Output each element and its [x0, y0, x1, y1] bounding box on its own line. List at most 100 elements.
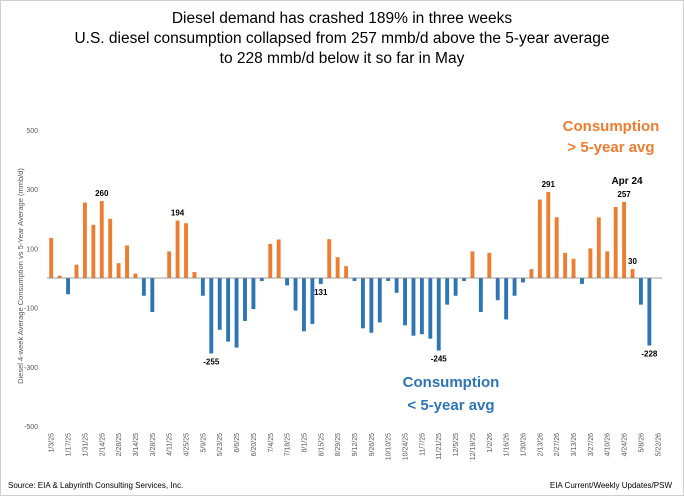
x-tick-label: 4/24/26 [622, 433, 629, 456]
bar [369, 278, 374, 333]
data-label: 30 [628, 257, 637, 266]
bar [327, 239, 332, 278]
bar [386, 278, 391, 281]
bar [403, 278, 407, 326]
bar [478, 278, 483, 313]
x-tick-label: 5/9/25 [200, 433, 207, 453]
bar [302, 278, 306, 332]
chart-title-line-2: U.S. diesel consumption collapsed from 2… [74, 30, 609, 47]
bar [243, 278, 247, 321]
bar [529, 269, 534, 278]
bar [453, 278, 458, 296]
bar [66, 278, 70, 295]
bar [571, 258, 576, 278]
bar [377, 278, 382, 323]
bar [251, 278, 256, 310]
x-tick-label: 5/22/26 [655, 433, 662, 456]
y-tick-label: 100 [26, 246, 38, 253]
x-tick-label: 4/11/25 [167, 433, 174, 456]
bar [175, 220, 180, 278]
x-tick-label: 1/17/25 [66, 433, 73, 456]
x-tick-label: 1/16/26 [504, 433, 511, 456]
data-labels: 260 194 -255 131 -245 291 257 30 -228 [95, 180, 658, 367]
bar [563, 252, 568, 278]
data-label: 131 [314, 288, 328, 297]
y-tick-label: -100 [24, 306, 38, 313]
bar [436, 278, 441, 351]
bar [639, 278, 643, 305]
bar [470, 251, 475, 278]
bar [184, 223, 188, 278]
bar [57, 275, 62, 278]
bar [99, 201, 104, 278]
x-tick-label: 7/4/25 [268, 433, 275, 453]
x-tick-label: 5/8/26 [638, 433, 645, 453]
x-tick-label: 8/1/25 [301, 433, 308, 453]
bars [49, 191, 652, 354]
data-label: 257 [617, 190, 631, 199]
bar [622, 201, 627, 278]
x-tick-label: 2/13/26 [537, 433, 544, 456]
y-tick-label: 500 [26, 128, 38, 135]
x-tick-label: 2/14/25 [99, 433, 106, 456]
bar [318, 278, 323, 284]
bar [613, 206, 618, 278]
bar [285, 278, 290, 286]
x-tick-label: 1/31/25 [82, 433, 89, 456]
x-tick-label: 3/13/26 [571, 433, 578, 456]
bar [335, 257, 340, 278]
x-tick-label: 11/21/25 [436, 433, 443, 460]
bar [108, 218, 113, 278]
bar [276, 239, 281, 278]
x-tick-label: 4/10/26 [605, 433, 612, 456]
data-label: 291 [542, 180, 556, 189]
bar [554, 217, 559, 278]
annotation-above-line-2: > 5-year avg [567, 139, 654, 156]
bar [200, 278, 205, 296]
footer-credit: EIA Current/Weekly Updates/PSW [550, 481, 673, 490]
y-tick-label: 300 [26, 187, 38, 194]
bar [352, 278, 357, 281]
bar [82, 202, 87, 278]
x-tick-label: 3/28/25 [150, 433, 157, 456]
footer-source: Source: EIA & Labyrinth Consulting Servi… [8, 481, 183, 490]
bar [344, 266, 349, 278]
x-tick-label: 10/24/25 [403, 433, 410, 460]
bar [360, 278, 365, 329]
data-label: -228 [641, 349, 658, 358]
x-tick-label: 10/10/25 [386, 433, 393, 460]
bar [192, 272, 197, 278]
data-label: -245 [431, 355, 448, 364]
bar [487, 252, 492, 278]
x-tick-label: 1/3/25 [49, 433, 56, 453]
bar [580, 278, 584, 284]
bar [125, 245, 129, 278]
annotation-above-line-1: Consumption [563, 118, 660, 135]
bar [116, 263, 121, 278]
x-tick-label: 1/30/26 [520, 433, 527, 456]
chart-title-line-1: Diesel demand has crashed 189% in three … [172, 10, 513, 27]
x-tick-label: 7/18/25 [285, 433, 292, 456]
bar [234, 278, 239, 348]
annotation-date-marker: Apr 24 [611, 176, 643, 187]
x-tick-label: 8/29/25 [335, 433, 342, 456]
bar [495, 278, 500, 301]
bar [419, 278, 424, 335]
bar [217, 278, 222, 330]
y-axis-label: Diesel 4-week Average Consumption vs 5-Y… [16, 168, 25, 384]
x-tick-label: 6/20/25 [251, 433, 258, 456]
bar [150, 278, 155, 313]
bar [394, 278, 399, 293]
bar [167, 251, 172, 278]
x-tick-label: 9/12/25 [352, 433, 359, 456]
bar [521, 278, 525, 283]
x-tick-label: 6/6/25 [234, 433, 241, 453]
x-tick-label: 11/7/25 [419, 433, 426, 456]
data-label: -255 [203, 357, 220, 366]
x-tick-label: 12/5/25 [453, 433, 460, 456]
x-tick-label: 3/14/25 [133, 433, 140, 456]
bar [462, 278, 466, 281]
bar [133, 273, 138, 278]
bar [596, 217, 601, 278]
